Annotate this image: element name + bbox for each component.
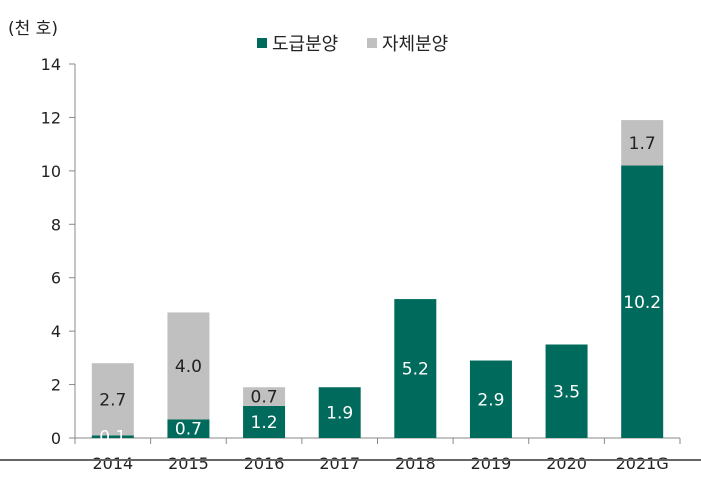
data-label: 2.9 <box>477 390 504 410</box>
y-tick-label: 2 <box>51 376 61 395</box>
data-label: 5.2 <box>402 360 429 380</box>
x-tick-label: 2021G <box>616 454 669 473</box>
bar-contract-2016 <box>243 405 286 438</box>
bar-contract-2014 <box>91 435 134 438</box>
legend: 도급분양 자체분양 <box>257 34 448 55</box>
data-labels: 0.1 2.7 0.7 4.0 1.2 0.7 1.9 5.2 2.9 3.5 10.2 1.7 <box>99 134 661 448</box>
bar-contract-2015 <box>167 419 210 438</box>
bar-contract-2017 <box>318 387 361 438</box>
bar-self-2014 <box>91 363 134 436</box>
bar-self-2021G <box>621 120 664 166</box>
legend-swatch <box>367 38 377 48</box>
x-tick-label: 2020 <box>546 454 587 473</box>
y-tick-label: 0 <box>51 429 61 448</box>
data-label: 1.7 <box>629 134 656 154</box>
bars <box>91 120 664 438</box>
data-label: 10.2 <box>623 293 661 313</box>
data-label: 2.7 <box>99 390 126 410</box>
x-tick-label: 2015 <box>168 454 209 473</box>
legend-label: 자체분양 <box>382 34 448 55</box>
y-tick-label: 6 <box>51 269 61 288</box>
y-tick-label: 10 <box>41 162 61 181</box>
y-axis-label: (천 호) <box>8 19 58 39</box>
x-tick-label: 2016 <box>244 454 285 473</box>
bar-contract-2019 <box>469 360 512 438</box>
y-tick-label: 14 <box>41 55 61 74</box>
y-tick-label: 4 <box>51 322 61 341</box>
data-label: 0.7 <box>175 420 202 440</box>
bar-contract-2021G <box>621 165 664 438</box>
data-label: 0.1 <box>99 428 126 448</box>
bar-contract-2020 <box>545 344 588 438</box>
data-label: 4.0 <box>175 357 202 377</box>
y-tick-label: 12 <box>41 108 61 127</box>
data-label: 1.2 <box>251 413 278 433</box>
bar-contract-2018 <box>394 299 437 438</box>
y-tick-label: 8 <box>51 215 61 234</box>
data-label: 1.9 <box>326 404 353 424</box>
axes: 0 2 4 6 8 10 12 14 2014 2015 2016 2017 2018 2019 2020 2… <box>41 55 681 473</box>
data-label: 3.5 <box>553 382 580 402</box>
data-label: 0.7 <box>251 388 278 408</box>
x-tick-label: 2017 <box>319 454 360 473</box>
bar-self-2016 <box>243 387 286 406</box>
x-tick-label: 2014 <box>92 454 133 473</box>
bar-self-2015 <box>167 312 210 420</box>
x-tick-label: 2019 <box>471 454 512 473</box>
x-tick-label: 2018 <box>395 454 436 473</box>
legend-swatch <box>257 38 267 48</box>
legend-label: 도급분양 <box>272 34 338 55</box>
